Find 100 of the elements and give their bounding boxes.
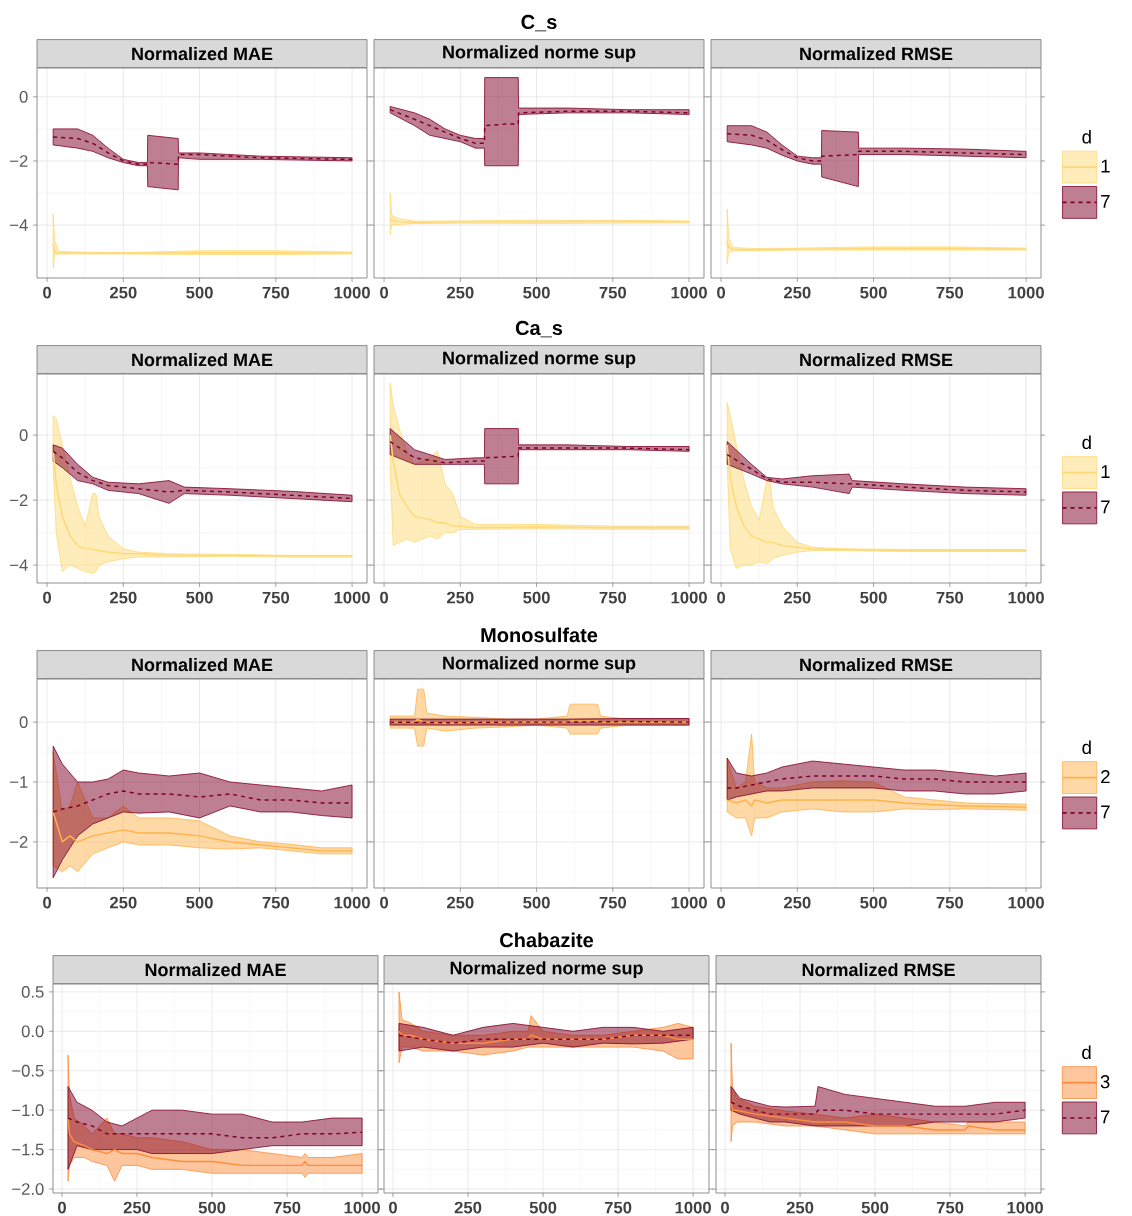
- legend-label: 3: [1100, 1075, 1110, 1089]
- x-tick-label: 250: [447, 286, 474, 299]
- chart-subtitle: Normalized MAE: [132, 352, 273, 367]
- legend-label: 7: [1101, 500, 1110, 514]
- x-tick-label: 1000: [334, 591, 370, 604]
- x-tick-label: 500: [186, 896, 213, 909]
- x-tick-label: 750: [599, 286, 627, 299]
- x-tick-label: 750: [936, 286, 964, 299]
- chart-subtitle: Normalized norme sup: [450, 961, 643, 978]
- x-tick-label: 750: [262, 591, 290, 604]
- x-tick-label: 0: [389, 1201, 397, 1214]
- x-tick-label: 1000: [675, 1201, 711, 1214]
- x-tick-label: 1000: [671, 896, 707, 909]
- y-tick-label: −0.5: [12, 1064, 44, 1077]
- x-tick-label: 750: [262, 896, 290, 909]
- x-tick-label: 500: [523, 286, 550, 299]
- legend-title: d: [1082, 435, 1091, 450]
- chart-subtitle: Normalized MAE: [145, 962, 286, 977]
- line-series: [52, 450, 353, 557]
- y-tick-label: 0: [19, 90, 28, 103]
- legend-label: 1: [1101, 465, 1110, 479]
- line-series: [52, 243, 353, 255]
- x-tick-label: 1000: [334, 896, 370, 909]
- y-tick-label: −4: [10, 219, 28, 231]
- x-tick-label: 750: [604, 1201, 632, 1214]
- chart-subtitle: Normalized RMSE: [800, 657, 953, 672]
- y-tick-label: −2: [10, 155, 28, 167]
- x-tick-label: 500: [860, 591, 887, 604]
- x-tick-label: 750: [936, 1201, 964, 1214]
- x-tick-label: 500: [523, 896, 550, 909]
- x-tick-label: 250: [110, 286, 137, 299]
- x-tick-label: 500: [186, 286, 213, 299]
- x-tick-label: 0: [58, 1201, 66, 1214]
- legend-label: 7: [1101, 195, 1110, 208]
- x-tick-label: 250: [447, 591, 474, 604]
- x-tick-label: 0: [717, 286, 726, 299]
- y-tick-label: −4: [10, 559, 28, 571]
- y-tick-label: 0.5: [21, 985, 44, 998]
- x-tick-label: 1000: [344, 1201, 380, 1214]
- legend-label: 7: [1100, 1110, 1110, 1124]
- y-tick-label: −2: [10, 494, 28, 506]
- chart-subtitle: Normalized norme sup: [443, 45, 636, 62]
- x-tick-label: 0: [43, 286, 52, 299]
- x-tick-label: 500: [186, 591, 213, 604]
- x-tick-label: 500: [198, 1201, 226, 1214]
- legend-title: d: [1082, 740, 1091, 755]
- y-tick-label: −2.0: [12, 1183, 44, 1195]
- x-tick-label: 0: [43, 896, 52, 909]
- x-tick-label: 750: [262, 286, 290, 299]
- chart-title: Monosulfate: [481, 627, 598, 643]
- x-tick-label: 500: [860, 286, 887, 299]
- x-tick-label: 500: [529, 1201, 557, 1214]
- y-tick-label: −2: [10, 836, 28, 848]
- chart-subtitle: Normalized norme sup: [443, 351, 636, 368]
- x-tick-label: 1000: [334, 286, 370, 299]
- legend-label: 1: [1101, 159, 1110, 173]
- x-tick-label: 500: [861, 1201, 889, 1214]
- x-tick-label: 1000: [671, 286, 707, 299]
- x-tick-label: 0: [380, 591, 389, 604]
- legend-label: 2: [1101, 770, 1110, 784]
- chart-subtitle: Normalized MAE: [132, 46, 273, 61]
- x-tick-label: 250: [784, 286, 811, 299]
- x-tick-label: 250: [786, 1201, 814, 1214]
- x-tick-label: 1000: [1007, 1201, 1043, 1214]
- y-tick-label: −1.5: [12, 1143, 44, 1156]
- x-tick-label: 750: [273, 1201, 301, 1214]
- legend-title: d: [1082, 1045, 1091, 1060]
- x-tick-label: 250: [110, 591, 137, 604]
- x-tick-label: 250: [784, 591, 811, 604]
- x-tick-label: 0: [717, 591, 726, 604]
- chart-title: C_s: [521, 14, 557, 32]
- x-tick-label: 500: [523, 591, 550, 604]
- x-tick-label: 0: [721, 1201, 729, 1214]
- x-tick-label: 750: [936, 591, 964, 604]
- x-tick-label: 250: [784, 896, 811, 909]
- x-tick-label: 250: [454, 1201, 482, 1214]
- x-tick-label: 750: [599, 591, 627, 604]
- chart-subtitle: Normalized RMSE: [800, 46, 953, 61]
- x-tick-label: 250: [110, 896, 137, 909]
- x-tick-label: 0: [717, 896, 726, 909]
- chart-subtitle: Normalized MAE: [132, 657, 273, 672]
- y-tick-label: 0: [19, 429, 28, 441]
- y-tick-label: 0: [19, 716, 28, 729]
- x-tick-label: 250: [447, 896, 474, 909]
- x-tick-label: 250: [123, 1201, 151, 1214]
- chart-title: Chabazite: [500, 932, 594, 948]
- x-tick-label: 1000: [1008, 286, 1044, 299]
- x-tick-label: 1000: [671, 591, 707, 604]
- x-tick-label: 750: [599, 896, 627, 909]
- x-tick-label: 1000: [1008, 896, 1044, 909]
- line-series: [52, 136, 353, 165]
- x-tick-label: 0: [380, 896, 389, 909]
- x-tick-label: 1000: [1008, 591, 1044, 604]
- x-tick-label: 0: [380, 286, 389, 299]
- y-tick-label: 0.0: [21, 1025, 44, 1038]
- chart-subtitle: Normalized norme sup: [443, 656, 636, 673]
- x-tick-label: 750: [936, 896, 964, 909]
- x-tick-label: 500: [860, 896, 887, 909]
- chart-subtitle: Normalized RMSE: [802, 962, 955, 977]
- legend-title: d: [1082, 129, 1091, 144]
